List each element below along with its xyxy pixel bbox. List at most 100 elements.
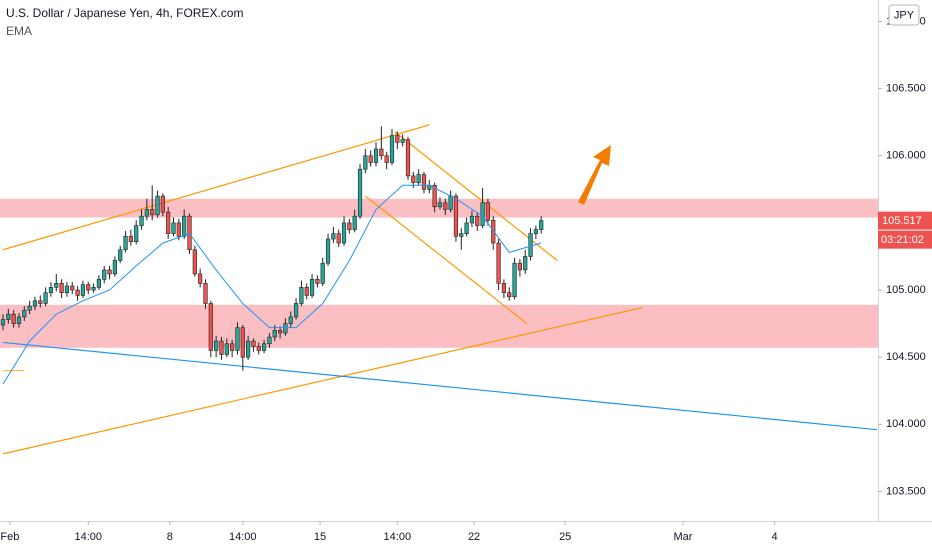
candle-body [400, 139, 405, 143]
x-tick-label: 14:00 [74, 531, 102, 543]
candle-body [182, 215, 187, 237]
candle-body [96, 278, 102, 288]
countdown-box [878, 230, 932, 249]
candle-body [293, 303, 299, 318]
candle-body [501, 283, 507, 294]
candle-body [219, 340, 224, 355]
candle-body [405, 139, 411, 177]
x-tick-label: 22 [468, 531, 480, 543]
candle-body [107, 269, 112, 275]
x-tick-label: 15 [314, 531, 326, 543]
candle-body [256, 346, 261, 351]
candle-body [341, 222, 347, 244]
candle-body [139, 215, 144, 226]
y-tick-label: 103.500 [886, 485, 926, 497]
candle-body [48, 287, 54, 294]
last-price-label: 105.517 [882, 215, 922, 227]
candle-body [224, 343, 229, 355]
x-tick-label: Feb [0, 531, 19, 543]
candle-body [203, 283, 208, 304]
indicator-label: EMA [6, 24, 32, 38]
zone [0, 198, 878, 218]
candle-body [192, 249, 197, 275]
y-tick-label: 106.000 [886, 150, 926, 162]
countdown-label: 03:21:02 [881, 234, 924, 246]
candle-body [11, 313, 16, 324]
candle-body [70, 285, 75, 291]
candle-body [230, 343, 235, 351]
candle-body [214, 340, 219, 351]
candle-body [16, 316, 22, 324]
candle-body [309, 278, 315, 296]
candle-body [80, 284, 86, 296]
y-tick-label: 104.000 [886, 418, 926, 430]
candle-body [144, 209, 149, 217]
candle-body [118, 249, 123, 261]
candle-body [112, 260, 117, 275]
candle-body [128, 236, 133, 243]
candle-body [411, 175, 416, 183]
currency-box[interactable] [888, 4, 920, 26]
candle-body [272, 330, 277, 338]
candle-body [64, 285, 70, 294]
candle-body [496, 242, 501, 284]
last-price-box [878, 211, 932, 230]
candle-body [507, 292, 512, 298]
candle-body [443, 202, 448, 210]
candle-body [523, 256, 528, 271]
ema-line [2, 184, 542, 385]
candle-body [0, 319, 6, 326]
zone [0, 304, 878, 348]
trendline [364, 195, 528, 325]
y-tick-label: 106.500 [886, 83, 926, 95]
x-tick-label: 8 [167, 531, 173, 543]
candle-body [171, 222, 176, 234]
candle-body [352, 215, 357, 230]
candle-body [485, 202, 491, 221]
candle-body [176, 222, 181, 237]
candle-body [517, 262, 522, 271]
x-tick-label: 14:00 [384, 531, 412, 543]
candle-body [363, 155, 368, 170]
candle-body [134, 225, 139, 243]
candle-body [539, 220, 544, 230]
candle-body [6, 313, 11, 320]
candle-body [277, 330, 283, 334]
candle-body [373, 148, 379, 163]
candle-body [357, 168, 363, 217]
candle-body [421, 174, 427, 190]
arrow [578, 145, 611, 205]
x-tick-label: 4 [772, 531, 778, 543]
candle-body [262, 343, 267, 351]
candle-body [336, 233, 341, 244]
candle-body [384, 155, 389, 163]
candle-body [469, 215, 475, 224]
candle-body [448, 195, 453, 210]
x-tick-label: Mar [673, 531, 692, 543]
candle-body [464, 222, 469, 234]
candle-body [32, 300, 38, 307]
candle-body [86, 284, 91, 291]
candle-body [368, 155, 373, 163]
candle-body [331, 233, 336, 240]
currency-label[interactable]: JPY [894, 9, 915, 21]
candle-body [166, 211, 171, 234]
candle-body [347, 222, 352, 230]
candle-body [246, 340, 251, 358]
candle-body [59, 283, 64, 294]
candle-body [22, 309, 27, 318]
x-tick-label: 25 [559, 531, 571, 543]
candle-body [528, 233, 533, 257]
y-tick-label: 104.500 [886, 351, 926, 363]
candle-body [43, 292, 48, 304]
candle-body [123, 236, 128, 251]
candle-body [475, 215, 480, 226]
candle-body [251, 340, 256, 347]
candle-body [235, 327, 240, 351]
candle-body [240, 327, 245, 358]
candle-body [533, 229, 538, 234]
candle-body [267, 336, 272, 345]
candle-body [315, 278, 320, 284]
candle-body [150, 209, 155, 216]
